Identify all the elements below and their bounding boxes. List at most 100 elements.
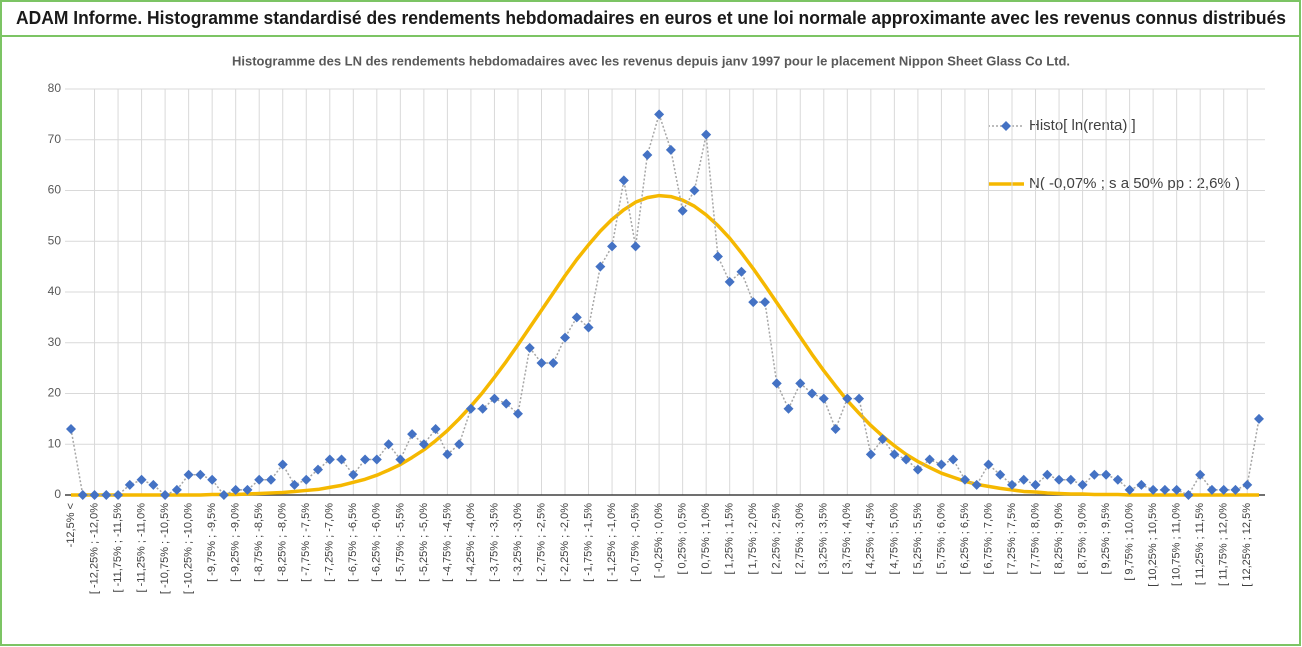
x-tick-label: [ -0,75% ; -0,5% — [630, 503, 642, 582]
x-tick-label: -12,5% < — [65, 503, 77, 547]
data-point — [124, 479, 135, 490]
data-point — [654, 109, 665, 120]
data-point — [430, 424, 441, 435]
data-point — [160, 490, 171, 500]
x-tick-label: [ 9,75% ; 10,0% — [1124, 503, 1136, 581]
data-point — [383, 439, 394, 450]
data-point — [1077, 479, 1088, 490]
data-point — [1136, 479, 1147, 490]
data-point — [689, 185, 700, 196]
y-tick-label: 0 — [54, 487, 61, 501]
data-point — [289, 479, 300, 490]
data-point — [595, 261, 606, 272]
x-tick-label: [ 4,25% ; 4,5% — [865, 503, 877, 575]
data-point — [912, 464, 923, 475]
data-point — [571, 312, 582, 323]
y-tick-label: 60 — [48, 183, 62, 197]
data-point — [313, 464, 324, 475]
data-point — [183, 469, 194, 480]
page-title: ADAM Informe. Histogramme standardisé de… — [16, 8, 1286, 28]
data-point — [66, 424, 76, 435]
x-tick-label: [ -4,25% ; -4,0% — [465, 503, 477, 582]
data-point — [1101, 469, 1112, 480]
data-point — [795, 378, 806, 389]
data-point — [477, 403, 488, 414]
x-tick-label: [ -1,75% ; -1,5% — [582, 503, 594, 582]
x-tick-label: [ -6,75% ; -6,5% — [347, 503, 359, 582]
data-point — [665, 144, 676, 155]
data-point — [901, 454, 912, 465]
y-tick-label: 50 — [48, 233, 62, 247]
data-point — [101, 490, 112, 500]
data-point — [277, 459, 288, 470]
x-tick-label: [ -11,75% ; -11,5% — [112, 503, 124, 593]
data-point — [1065, 474, 1076, 485]
data-point — [454, 439, 465, 450]
x-tick-label: [ 11,25% ; 11,5% — [1194, 503, 1206, 585]
data-point — [1042, 469, 1053, 480]
legend-label: N( -0,07% ; s a 50% pp : 2,6% ) — [1029, 175, 1240, 192]
data-point — [336, 454, 347, 465]
data-point — [759, 297, 770, 308]
x-tick-label: [ -3,25% ; -3,0% — [512, 503, 524, 582]
data-point — [1242, 479, 1253, 490]
x-tick-label: [ -4,75% ; -4,5% — [441, 503, 453, 582]
data-point — [1124, 484, 1135, 495]
x-tick-label: [ 8,75% ; 9,0% — [1076, 503, 1088, 575]
y-tick-label: 80 — [48, 81, 62, 95]
x-tick-label: [ 5,75% ; 6,0% — [935, 503, 947, 575]
data-point — [1195, 469, 1206, 480]
data-point — [536, 358, 547, 369]
data-point — [77, 490, 88, 500]
data-point — [783, 403, 794, 414]
x-tick-label: [ -2,25% ; -2,0% — [559, 503, 571, 582]
data-point — [948, 454, 959, 465]
x-tick-label: [ 7,25% ; 7,5% — [1006, 503, 1018, 575]
data-point — [254, 474, 265, 485]
data-point — [1148, 484, 1159, 495]
data-point — [265, 474, 276, 485]
x-tick-label: [ -0,25% ; 0,0% — [653, 503, 665, 578]
data-point — [1089, 469, 1100, 480]
x-tick-label: [ 3,75% ; 4,0% — [841, 503, 853, 575]
data-point — [712, 251, 723, 262]
data-point — [1006, 479, 1017, 490]
x-tick-label: [ 5,25% ; 5,5% — [912, 503, 924, 575]
data-point — [701, 129, 712, 140]
data-point — [418, 439, 429, 450]
y-tick-label: 40 — [48, 284, 62, 298]
x-tick-label: [ -11,25% ; -11,0% — [135, 503, 147, 593]
data-point — [642, 149, 653, 160]
x-tick-label: [ -8,25% ; -8,0% — [277, 503, 289, 582]
data-point — [301, 474, 312, 485]
data-point — [524, 342, 535, 353]
data-point — [842, 393, 853, 404]
data-point — [724, 276, 735, 287]
data-point — [995, 469, 1006, 480]
data-point — [936, 459, 947, 470]
data-point — [1030, 479, 1041, 490]
legend-box — [962, 95, 1288, 217]
x-tick-label: [ -12,25% ; -12,0% — [88, 503, 100, 594]
data-point — [1254, 413, 1264, 424]
x-tick-label: [ 2,75% ; 3,0% — [794, 503, 806, 575]
chart-title: Histogramme des LN des rendements hebdom… — [232, 53, 1070, 68]
data-point — [360, 454, 371, 465]
data-point — [854, 393, 865, 404]
data-point — [959, 474, 970, 485]
data-point — [395, 454, 406, 465]
data-point — [207, 474, 218, 485]
x-tick-label: [ 10,75% ; 11,0% — [1171, 503, 1183, 586]
data-point — [501, 398, 512, 409]
data-point — [818, 393, 829, 404]
data-point — [736, 266, 747, 277]
data-point — [324, 454, 335, 465]
x-tick-label: [ 6,25% ; 6,5% — [959, 503, 971, 575]
data-point — [607, 241, 618, 252]
x-tick-label: [ -10,25% ; -10,0% — [183, 503, 195, 594]
x-tick-label: [ 1,75% ; 2,0% — [747, 503, 759, 575]
data-point — [877, 434, 888, 445]
data-point — [630, 241, 641, 252]
data-point — [230, 484, 241, 495]
